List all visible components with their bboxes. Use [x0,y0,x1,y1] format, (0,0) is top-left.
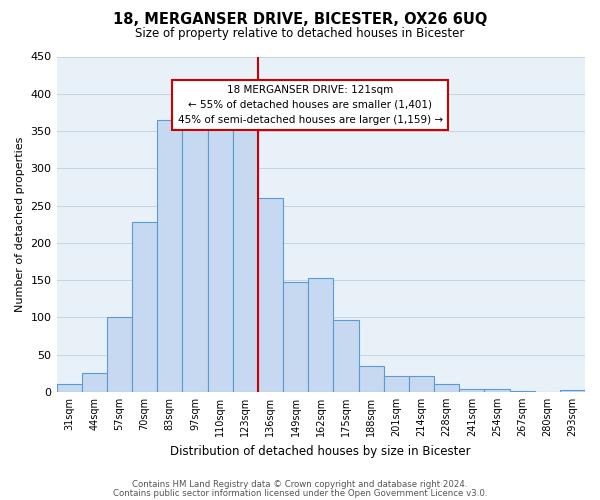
Text: Contains HM Land Registry data © Crown copyright and database right 2024.: Contains HM Land Registry data © Crown c… [132,480,468,489]
Bar [258,198,283,392]
Bar [82,374,107,392]
Text: 18, MERGANSER DRIVE, BICESTER, OX26 6UQ: 18, MERGANSER DRIVE, BICESTER, OX26 6UQ [113,12,487,28]
Bar [459,389,484,392]
Bar [132,222,157,392]
Bar [233,128,258,392]
Bar [359,366,383,392]
Bar [308,278,334,392]
Text: Size of property relative to detached houses in Bicester: Size of property relative to detached ho… [136,28,464,40]
Bar [334,320,359,392]
Bar [484,389,509,392]
Bar [107,318,132,392]
Bar [383,376,409,392]
Bar [409,376,434,392]
Bar [157,120,182,392]
Bar [434,384,459,392]
Text: 18 MERGANSER DRIVE: 121sqm
← 55% of detached houses are smaller (1,401)
45% of s: 18 MERGANSER DRIVE: 121sqm ← 55% of deta… [178,85,443,124]
Y-axis label: Number of detached properties: Number of detached properties [15,136,25,312]
Bar [283,282,308,392]
Bar [182,116,208,392]
Bar [208,112,233,392]
Bar [560,390,585,392]
Bar [509,391,535,392]
Text: Contains public sector information licensed under the Open Government Licence v3: Contains public sector information licen… [113,488,487,498]
Bar [56,384,82,392]
X-axis label: Distribution of detached houses by size in Bicester: Distribution of detached houses by size … [170,444,471,458]
